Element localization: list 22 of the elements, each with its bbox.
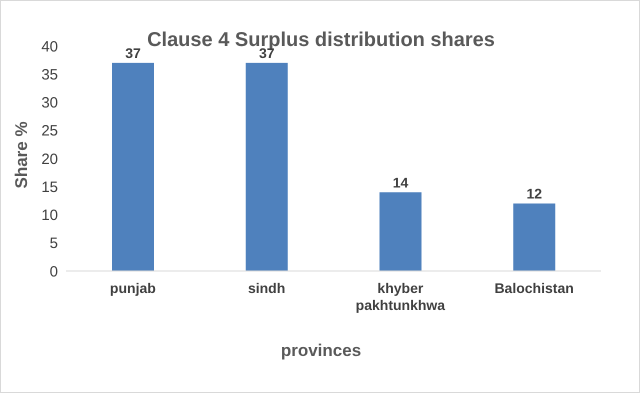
y-tick-label: 40 (41, 38, 58, 56)
data-label: 14 (392, 174, 408, 190)
y-tick-label: 25 (41, 122, 58, 140)
bar (380, 192, 422, 271)
x-tick-label: sindh (248, 280, 286, 296)
x-axis-title: provinces (280, 341, 362, 361)
y-tick-label: 0 (50, 263, 58, 280)
y-axis-title: Share % (12, 121, 32, 188)
y-tick-label: 30 (41, 94, 58, 112)
data-label: 12 (526, 186, 542, 202)
x-tick-label: khyber pakhtunkhwa (356, 280, 446, 313)
x-tick-label: Balochistan (494, 280, 574, 296)
y-tick-label: 35 (41, 66, 58, 84)
bar (513, 204, 556, 271)
y-tick-label: 20 (41, 150, 58, 168)
data-label: 37 (125, 44, 141, 61)
bar (246, 62, 288, 271)
y-tick-label: 15 (41, 178, 58, 196)
bar (112, 62, 154, 271)
y-tick-label: 5 (50, 235, 58, 252)
y-tick-label: 10 (41, 207, 58, 224)
x-tick-label: punjab (110, 280, 156, 296)
